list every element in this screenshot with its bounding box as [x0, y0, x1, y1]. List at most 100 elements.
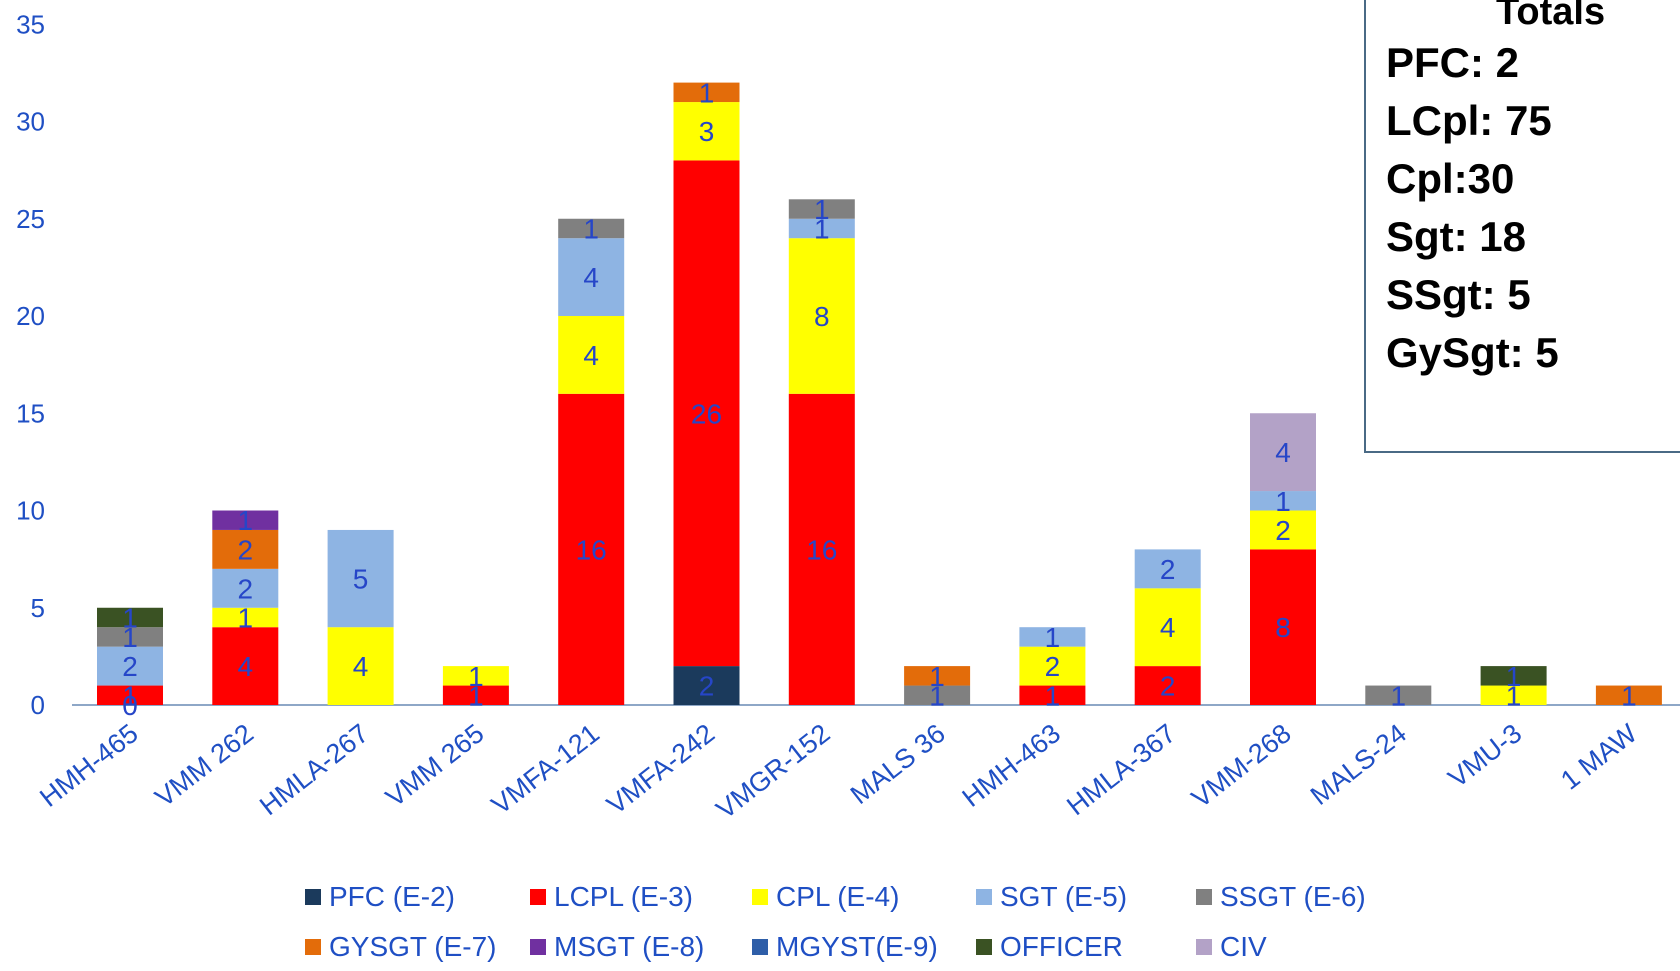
- legend-label: MSGT (E-8): [554, 931, 704, 962]
- data-label: 1: [122, 680, 138, 711]
- bar-segment-lcpl-e-3: [97, 685, 163, 705]
- data-label: 26: [691, 398, 722, 429]
- category-label: VMU-3: [1443, 718, 1528, 793]
- data-label: 1: [238, 602, 254, 633]
- data-label: 2: [1160, 671, 1176, 702]
- bar-segment-sgt-e-5: [1250, 491, 1316, 511]
- totals-ssgt: SSgt: 5: [1386, 271, 1531, 318]
- data-label: 1: [1506, 680, 1522, 711]
- data-label: 1: [1275, 486, 1291, 517]
- data-label: 1: [814, 194, 830, 225]
- data-label: 1: [1506, 661, 1522, 692]
- totals-sgt: Sgt: 18: [1386, 213, 1527, 260]
- legend-item: GYSGT (E-7): [305, 931, 497, 962]
- legend-label: SGT (E-5): [1000, 881, 1127, 912]
- data-label: 1: [1621, 680, 1637, 711]
- legend-label: CPL (E-4): [776, 881, 899, 912]
- category-label: VMGR-152: [711, 718, 836, 825]
- bar-segment-officer: [97, 607, 163, 628]
- data-label: 1: [1391, 680, 1407, 711]
- totals-pfc: PFC: 2: [1386, 39, 1520, 86]
- bar-segment-gysgt-e-7: [673, 82, 740, 103]
- legend-label: GYSGT (E-7): [329, 931, 497, 962]
- category-label: MALS-24: [1305, 718, 1412, 811]
- legend-item: CIV: [1196, 931, 1267, 962]
- data-label: 1: [122, 622, 138, 653]
- data-label: 4: [353, 651, 369, 682]
- category-label: 1 MAW: [1555, 718, 1643, 796]
- legend-item: PFC (E-2): [305, 881, 455, 912]
- data-label: 1: [1045, 680, 1061, 711]
- legend-item: OFFICER: [976, 931, 1123, 962]
- bar-segment-sgt-e-5: [1019, 627, 1086, 647]
- bar-segment-ssgt-e-6: [558, 218, 625, 239]
- data-label: 3: [699, 116, 715, 147]
- legend-swatch: [752, 939, 768, 955]
- category-label: HMLA-367: [1061, 718, 1181, 821]
- legend-swatch: [305, 889, 321, 905]
- data-label: 0: [122, 690, 138, 721]
- bar-segment-lcpl-e-3: [788, 393, 855, 705]
- data-label: 1: [699, 77, 715, 108]
- bar-segment-cpl-e-4: [212, 607, 279, 628]
- totals-gysgt: GySgt: 5: [1386, 329, 1559, 376]
- bar-segment-gysgt-e-7: [904, 666, 971, 686]
- legend-item: LCPL (E-3): [530, 881, 693, 912]
- data-label: 1: [468, 680, 484, 711]
- data-label: 2: [238, 534, 254, 565]
- y-tick-label: 10: [16, 496, 45, 526]
- legend-swatch: [976, 939, 992, 955]
- category-label: VMM 262: [149, 718, 259, 813]
- bar-segment-ssgt-e-6: [788, 199, 855, 219]
- y-tick-label: 25: [16, 204, 45, 234]
- bar-segment-lcpl-e-3: [1019, 685, 1086, 705]
- totals-title: Totals: [1496, 0, 1606, 33]
- category-label: HMLA-267: [254, 718, 374, 821]
- category-label: MALS 36: [845, 718, 951, 810]
- bar-segment-gysgt-e-7: [212, 529, 279, 569]
- y-tick-label: 30: [16, 107, 45, 137]
- data-label: 4: [583, 262, 599, 293]
- data-label: 2: [1045, 651, 1061, 682]
- bar-segment-pfc-e-2: [673, 666, 740, 705]
- data-label: 2: [1160, 554, 1176, 585]
- bars: [97, 82, 1662, 705]
- totals-cpl: Cpl:30: [1386, 155, 1515, 202]
- data-label: 1: [814, 213, 830, 244]
- totals-box: Totals PFC: 2 LCpl: 75 Cpl:30 Sgt: 18 SS…: [1364, 0, 1680, 453]
- bar-segment-sgt-e-5: [327, 529, 394, 628]
- legend-label: MGYST(E-9): [776, 931, 938, 962]
- bar-segment-cpl-e-4: [788, 238, 855, 394]
- bar-segment-lcpl-e-3: [558, 393, 625, 705]
- data-label: 2: [1275, 515, 1291, 546]
- legend-item: CPL (E-4): [752, 881, 899, 912]
- y-tick-label: 35: [16, 9, 45, 39]
- legend-item: MGYST(E-9): [752, 931, 938, 962]
- category-label: VMM-268: [1186, 718, 1297, 814]
- bar-segment-ssgt-e-6: [904, 685, 971, 705]
- bar-segment-sgt-e-5: [212, 568, 279, 608]
- data-label: 4: [1275, 437, 1291, 468]
- legend-item: SGT (E-5): [976, 881, 1127, 912]
- y-tick-label: 0: [31, 690, 45, 720]
- data-label: 8: [1275, 612, 1291, 643]
- data-label: 1: [122, 602, 138, 633]
- bar-segment-gysgt-e-7: [1595, 685, 1662, 705]
- bar-segment-msgt-e-8: [212, 510, 279, 530]
- legend-swatch: [1196, 939, 1212, 955]
- legend-item: SSGT (E-6): [1196, 881, 1366, 912]
- bar-segment-lcpl-e-3: [212, 627, 279, 705]
- data-label: 1: [929, 661, 945, 692]
- bar-segment-cpl-e-4: [1250, 510, 1316, 550]
- legend-swatch: [530, 889, 546, 905]
- totals-lcpl: LCpl: 75: [1386, 97, 1552, 144]
- bar-segment-sgt-e-5: [1134, 549, 1201, 589]
- data-label: 1: [468, 661, 484, 692]
- data-label: 2: [238, 573, 254, 604]
- data-label: 4: [1160, 612, 1176, 643]
- bar-segment-cpl-e-4: [327, 627, 394, 705]
- bar-segment-lcpl-e-3: [1134, 666, 1201, 705]
- data-label: 1: [929, 680, 945, 711]
- legend-item: MSGT (E-8): [530, 931, 704, 962]
